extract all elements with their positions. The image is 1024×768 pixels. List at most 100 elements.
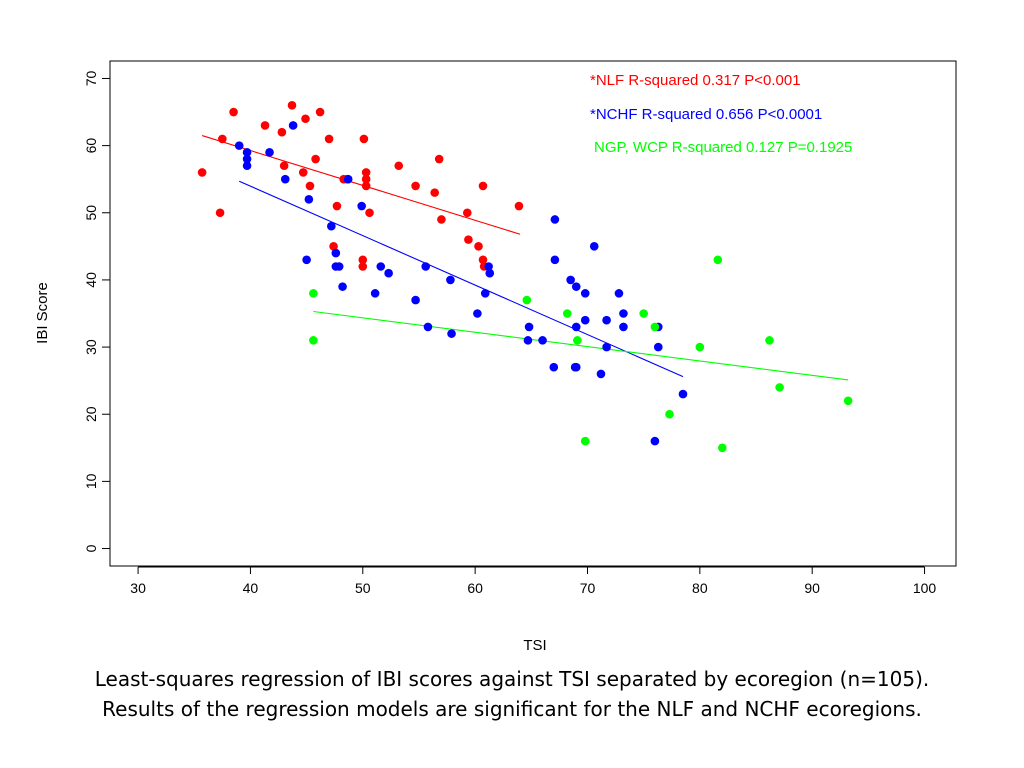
data-point-series-0 <box>361 174 371 184</box>
data-point-series-1 <box>619 322 628 332</box>
data-point-series-0 <box>437 215 446 224</box>
y-tick-label: 70 <box>83 70 99 86</box>
data-point-series-2 <box>713 255 723 265</box>
data-point-series-1 <box>602 342 611 352</box>
y-tick-label: 50 <box>83 205 99 221</box>
data-point-series-0 <box>358 262 368 271</box>
data-point-series-2 <box>309 336 318 345</box>
data-point-series-0 <box>411 181 420 191</box>
data-point-series-1 <box>571 322 581 332</box>
data-point-series-1 <box>343 174 353 184</box>
data-point-series-1 <box>376 262 386 271</box>
data-point-series-1 <box>484 262 493 271</box>
data-point-series-2 <box>309 289 318 298</box>
data-point-series-1 <box>357 201 366 211</box>
data-point-series-1 <box>480 289 490 298</box>
data-point-series-0 <box>324 134 334 144</box>
data-point-series-1 <box>304 195 314 204</box>
y-tick-label: 30 <box>83 339 99 355</box>
data-point-series-0 <box>332 201 342 211</box>
data-point-series-1 <box>485 268 495 278</box>
figure-caption: Least-squares regression of IBI scores a… <box>0 664 1024 724</box>
data-point-series-2 <box>775 383 784 392</box>
data-point-series-0 <box>215 208 225 218</box>
x-axis-label: TSI <box>523 637 546 654</box>
legend-entry-nlf: *NLF R-squared 0.317 P<0.001 <box>590 72 801 89</box>
data-point-series-0 <box>218 134 227 144</box>
legend-entry-ngp-wcp: NGP, WCP R-squared 0.127 P=0.1925 <box>594 139 852 156</box>
x-tick-label: 100 <box>913 580 937 596</box>
data-point-series-1 <box>280 174 290 184</box>
data-point-series-1 <box>446 275 455 285</box>
data-point-series-2 <box>843 396 853 406</box>
y-tick-label: 0 <box>83 544 99 552</box>
data-points <box>197 101 853 453</box>
data-point-series-1 <box>602 315 611 325</box>
legend: *NLF R-squared 0.317 P<0.001 *NCHF R-squ… <box>590 72 852 156</box>
data-point-series-0 <box>229 107 238 117</box>
data-point-series-1 <box>242 161 252 171</box>
data-point-series-1 <box>524 322 534 332</box>
data-point-series-1 <box>550 215 560 224</box>
data-point-series-2 <box>522 295 532 305</box>
data-point-series-1 <box>242 154 252 164</box>
data-point-series-2 <box>665 409 674 419</box>
x-tick-label: 70 <box>580 580 596 596</box>
data-point-series-0 <box>277 127 287 137</box>
data-point-series-0 <box>361 168 371 177</box>
y-tick-label: 20 <box>83 406 99 422</box>
data-point-series-1 <box>327 221 336 231</box>
scatter-chart: 30 40 50 60 70 80 90 100 0 10 20 30 40 50 60 70 TSI IB… <box>34 60 957 654</box>
y-tick-label: 10 <box>83 473 99 489</box>
x-tick-label: 90 <box>804 580 820 596</box>
data-point-series-1 <box>678 389 688 399</box>
data-point-series-2 <box>639 309 648 318</box>
caption-line-1: Least-squares regression of IBI scores a… <box>94 667 930 691</box>
data-point-series-0 <box>474 242 483 251</box>
regression-line-series-1 <box>238 180 684 378</box>
x-tick-label: 30 <box>130 580 146 596</box>
data-point-series-2 <box>718 443 727 453</box>
y-tick-label: 60 <box>83 138 99 154</box>
data-point-series-1 <box>566 275 575 285</box>
data-point-series-2 <box>562 309 572 318</box>
y-axis: 0 10 20 30 40 50 60 70 <box>83 70 111 552</box>
data-point-series-0 <box>359 134 369 144</box>
data-point-series-1 <box>338 282 347 291</box>
x-tick-label: 80 <box>692 580 708 596</box>
data-point-series-0 <box>394 161 404 171</box>
data-point-series-0 <box>315 107 325 117</box>
x-tick-label: 60 <box>467 580 483 596</box>
data-point-series-0 <box>462 208 472 218</box>
data-point-series-1 <box>334 262 344 271</box>
data-point-series-0 <box>361 181 371 191</box>
data-point-series-1 <box>614 289 624 298</box>
data-point-series-2 <box>695 342 705 352</box>
data-point-series-0 <box>514 201 524 211</box>
data-point-series-1 <box>242 148 252 157</box>
data-point-series-1 <box>265 148 274 157</box>
y-axis-label: IBI Score <box>34 282 51 344</box>
data-point-series-1 <box>650 436 660 446</box>
data-point-series-0 <box>430 188 439 197</box>
data-point-series-1 <box>596 369 606 379</box>
data-point-series-1 <box>619 309 628 318</box>
caption-line-2: Results of the regression models are sig… <box>102 697 922 721</box>
data-point-series-1 <box>302 255 311 265</box>
data-point-series-0 <box>301 114 310 124</box>
data-point-series-2 <box>765 336 774 345</box>
data-point-series-1 <box>549 362 559 372</box>
data-point-series-1 <box>571 282 581 291</box>
data-point-series-0 <box>287 101 297 110</box>
data-point-series-0 <box>464 235 473 244</box>
data-point-series-1 <box>550 255 560 265</box>
data-point-series-0 <box>298 168 308 177</box>
regression-line-series-2 <box>313 310 849 381</box>
data-point-series-1 <box>580 289 590 298</box>
data-point-series-1 <box>423 322 433 332</box>
data-point-series-2 <box>580 436 590 446</box>
data-point-series-0 <box>311 154 320 164</box>
data-point-series-0 <box>305 181 315 191</box>
data-point-series-1 <box>421 262 431 271</box>
data-point-series-0 <box>197 168 207 177</box>
